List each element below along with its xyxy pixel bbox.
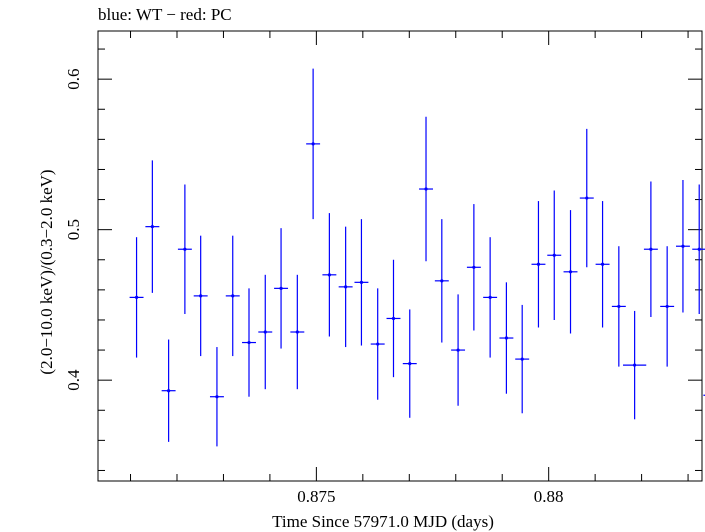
point-marker [617,304,621,309]
data-point [419,116,433,262]
data-point [161,339,176,442]
axis-tick-labels: 0.875 0.88 0.4 0.5 0.6 [64,69,564,506]
point-marker [247,340,251,345]
data-point [483,237,498,358]
point-marker [150,225,154,229]
point-marker [456,348,460,352]
point-marker [376,342,380,346]
point-marker [504,336,508,340]
point-marker [681,244,685,248]
point-marker [697,247,701,251]
point-marker [472,265,476,269]
x-tick-label: 0.875 [297,487,335,506]
data-point [129,237,144,358]
point-marker [391,316,396,321]
data-point [274,228,289,349]
data-point [402,309,417,418]
data-point [643,181,658,317]
point-marker [311,142,315,146]
chart-title: blue: WT − red: PC [98,5,232,24]
data-point [499,282,514,394]
data-point [579,128,594,268]
y-axis-label: (2.0−10.0 keV)/(0.3−2.0 keV) [37,169,56,374]
point-marker [344,285,348,289]
point-marker [215,395,219,399]
data-point [515,304,530,414]
point-marker [167,389,171,393]
data-point [434,219,449,343]
point-marker [488,295,492,299]
data-point [209,347,224,447]
point-marker [585,196,589,200]
point-marker [408,362,412,366]
point-marker [520,357,524,361]
point-marker [183,247,187,251]
point-marker [424,187,428,191]
x-tick-label: 0.88 [534,487,564,506]
data-point [611,246,626,367]
data-point [290,274,305,390]
x-axis-label: Time Since 57971.0 MJD (days) [272,512,494,531]
point-marker [600,262,605,266]
data-point [306,68,321,220]
data-point [258,274,273,390]
data-point [145,160,160,293]
data-point [692,184,705,314]
y-tick-label: 0.6 [64,69,83,90]
data-point [623,310,647,420]
point-marker [327,273,331,277]
point-marker [440,279,444,283]
point-marker [263,330,267,334]
point-marker [134,295,139,299]
point-marker [633,363,637,367]
point-marker [665,304,669,309]
data-point [370,288,385,400]
data-point [386,259,401,378]
data-points [129,68,705,447]
y-tick-label: 0.4 [64,369,83,391]
point-marker [536,262,541,266]
data-point [675,179,690,313]
data-point [466,204,481,331]
data-point [242,288,256,397]
data-point [338,226,353,348]
point-marker [649,247,653,251]
data-point [193,235,208,357]
point-marker [231,294,235,298]
data-point [660,246,675,367]
point-marker [568,270,573,274]
point-marker [295,330,299,334]
point-marker [279,286,283,290]
data-point [547,190,562,320]
data-point [177,184,192,314]
data-point [225,235,240,357]
data-point [563,210,578,334]
data-point [451,294,466,406]
data-point [595,201,610,328]
data-point [354,219,369,346]
point-marker [199,294,203,298]
data-point [531,201,546,328]
data-point [322,213,337,337]
y-tick-label: 0.5 [64,219,83,240]
point-marker [359,280,364,284]
axis-ticks [98,31,702,481]
plot-frame [97,30,703,482]
point-marker [552,253,556,257]
